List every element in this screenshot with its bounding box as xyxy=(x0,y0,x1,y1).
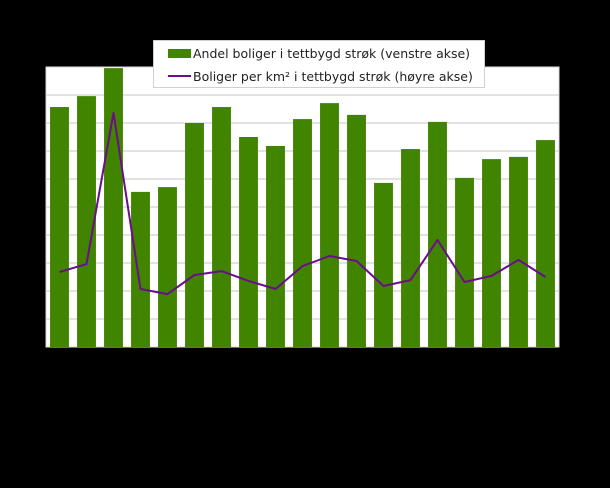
bar xyxy=(509,156,528,347)
bar xyxy=(50,107,69,347)
bar xyxy=(77,96,96,348)
bar xyxy=(347,114,366,347)
legend: Andel boliger i tettbygd strøk (venstre … xyxy=(153,40,485,88)
legend-label-line: Boliger per km² i tettbygd strøk (høyre … xyxy=(193,68,473,84)
bar xyxy=(482,159,501,347)
bar xyxy=(428,121,447,347)
bar xyxy=(185,123,204,347)
legend-label-bars: Andel boliger i tettbygd strøk (venstre … xyxy=(193,45,471,61)
bar xyxy=(239,137,258,347)
line-series xyxy=(59,111,547,296)
bar xyxy=(212,107,231,347)
bar xyxy=(374,182,393,347)
bar xyxy=(266,145,285,347)
legend-item-bars: Andel boliger i tettbygd strøk (venstre … xyxy=(168,43,470,63)
legend-line-swatch-icon xyxy=(168,75,191,77)
legend-bar-swatch-icon xyxy=(168,48,191,58)
bar xyxy=(401,149,420,347)
bar xyxy=(536,140,555,347)
bar xyxy=(158,187,177,347)
bar xyxy=(320,103,339,348)
bar xyxy=(293,119,312,347)
bar xyxy=(104,68,123,348)
legend-item-line: Boliger per km² i tettbygd strøk (høyre … xyxy=(168,66,473,86)
bar xyxy=(455,177,474,347)
bar xyxy=(131,191,150,347)
